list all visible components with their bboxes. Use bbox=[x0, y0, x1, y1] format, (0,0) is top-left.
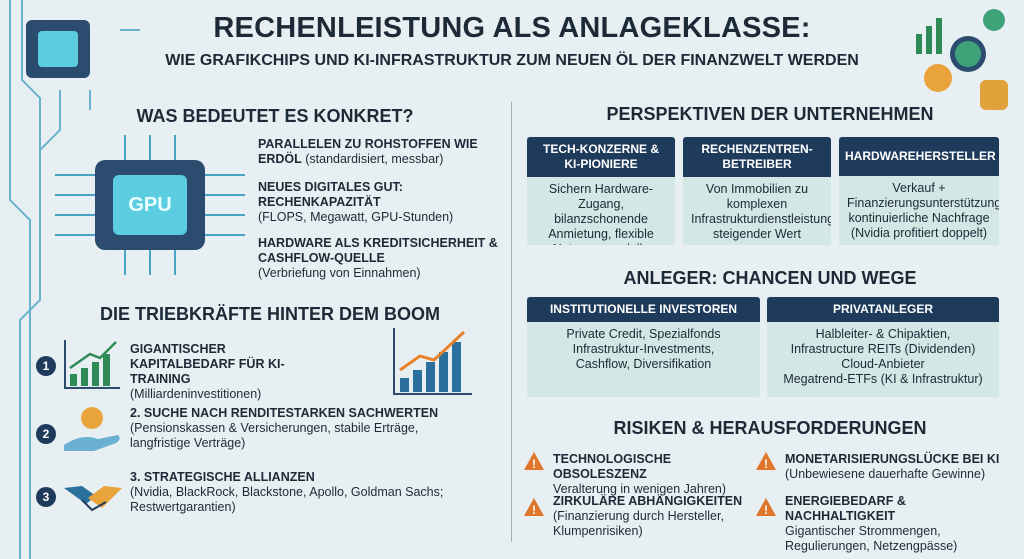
coin-hand-icon bbox=[64, 407, 120, 451]
item-title: 3. STRATEGISCHE ALLIANZEN bbox=[130, 470, 315, 484]
section-heading: WAS BEDEUTET ES KONKRET? bbox=[136, 106, 414, 126]
card-body: Verkauf + Finanzierungsunterstützung, ko… bbox=[847, 181, 999, 240]
card-line: Private Credit, Spezialfonds bbox=[566, 327, 721, 341]
item-title: NEUES DIGITALES GUT: RECHENKAPAZITÄT bbox=[258, 180, 403, 209]
svg-text:!: ! bbox=[532, 457, 536, 471]
item-title: ENERGIEBEDARF & NACHHALTIGKEIT bbox=[785, 494, 906, 523]
section-heading: DIE TRIEBKRÄFTE HINTER DEM BOOM bbox=[100, 304, 440, 324]
item-number: 2 bbox=[36, 424, 56, 444]
item-title: TECHNOLOGISCHE OBSOLESZENZ bbox=[553, 452, 672, 481]
item-detail: (standardisiert, messbar) bbox=[305, 152, 444, 166]
svg-text:!: ! bbox=[764, 457, 768, 471]
item-number: 1 bbox=[36, 356, 56, 376]
subtitle: WIE GRAFIKCHIPS UND KI-INFRASTRUKTUR ZUM… bbox=[165, 52, 859, 69]
money-decoration bbox=[916, 9, 1008, 110]
svg-text:!: ! bbox=[532, 503, 536, 517]
item-title: ZIRKULÄRE ABHÄNGIGKEITEN bbox=[553, 494, 743, 508]
card-line: Halbleiter- & Chipaktien, bbox=[815, 327, 951, 341]
circuit-decoration bbox=[9, 0, 140, 559]
item-title: MONETARISIERUNGSLÜCKE BEI KI bbox=[785, 452, 1000, 466]
risk-item: MONETARISIERUNGSLÜCKE BEI KI (Unbewiesen… bbox=[785, 452, 1000, 482]
chart-icon bbox=[64, 340, 120, 389]
item-detail: (Verbriefung von Einnahmen) bbox=[258, 266, 421, 280]
item-detail: Veralterung in wenigen Jahren) bbox=[553, 482, 727, 496]
risk-item: TECHNOLOGISCHE OBSOLESZENZ Veralterung i… bbox=[553, 452, 753, 497]
driver-item: 2. SUCHE NACH RENDITESTARKEN SACHWERTEN … bbox=[130, 406, 460, 451]
section-heading: RISIKEN & HERAUSFORDERUNGEN bbox=[613, 418, 927, 438]
item-title: 2. SUCHE NACH RENDITESTARKEN SACHWERTEN bbox=[130, 406, 439, 420]
card-line: Megatrend-ETFs (KI & Infrastruktur) bbox=[783, 372, 983, 386]
section-heading: PERSPEKTIVEN DER UNTERNEHMEN bbox=[606, 104, 934, 124]
definition-item: NEUES DIGITALES GUT: RECHENKAPAZITÄT (FL… bbox=[258, 180, 493, 225]
card-title: RECHENZENTREN-BETREIBER bbox=[683, 137, 831, 177]
item-number: 3 bbox=[36, 487, 56, 507]
item-detail: (Milliardeninvestitionen) bbox=[130, 387, 262, 401]
definition-item: PARALLELEN ZU ROHSTOFFEN WIE ERDÖL (stan… bbox=[258, 137, 493, 167]
investor-card: PRIVATANLEGER Halbleiter- & Chipaktien, … bbox=[767, 297, 999, 397]
company-card: TECH-KONZERNE & KI-PIONIERE Sichern Hard… bbox=[527, 137, 675, 245]
handshake-icon bbox=[64, 486, 122, 512]
card-line: Cloud-Anbieter bbox=[841, 357, 925, 371]
item-detail: Gigantischer Strommengen, Regulierungen,… bbox=[785, 524, 958, 553]
item-detail: (Unbewiesene dauerhafte Gewinne) bbox=[785, 467, 986, 481]
growth-chart-icon bbox=[393, 328, 472, 395]
item-title: PARALLELEN ZU ROHSTOFFEN WIE ERDÖL bbox=[258, 137, 478, 166]
item-detail: (Nvidia, BlackRock, Blackstone, Apollo, … bbox=[130, 485, 444, 514]
driver-item: GIGANTISCHER KAPITALBEDARF FÜR KI-TRAINI… bbox=[130, 342, 300, 402]
driver-item: 3. STRATEGISCHE ALLIANZEN (Nvidia, Black… bbox=[130, 470, 490, 515]
investor-card: INSTITUTIONELLE INVESTOREN Private Credi… bbox=[527, 297, 760, 397]
card-line: Cashflow, Diversifikation bbox=[575, 357, 712, 371]
card-title: HARDWAREHERSTELLER bbox=[839, 137, 999, 176]
card-title: TECH-KONZERNE & KI-PIONIERE bbox=[527, 137, 675, 177]
title: RECHENLEISTUNG ALS ANLAGEKLASSE: bbox=[213, 12, 811, 44]
item-title: GIGANTISCHER KAPITALBEDARF FÜR KI-TRAINI… bbox=[130, 342, 285, 386]
definition-item: HARDWARE ALS KREDITSICHERHEIT & CASHFLOW… bbox=[258, 236, 498, 281]
card-body: Halbleiter- & Chipaktien, Infrastructure… bbox=[767, 322, 999, 392]
company-card: RECHENZENTREN-BETREIBER Von Immobilien z… bbox=[683, 137, 831, 245]
card-body: Sichern Hardware-Zugang, bilanzschonende… bbox=[548, 182, 654, 245]
chip-label: GPU bbox=[128, 194, 171, 216]
card-body: Private Credit, Spezialfonds Infrastrukt… bbox=[527, 322, 760, 377]
item-title: HARDWARE ALS KREDITSICHERHEIT & CASHFLOW… bbox=[258, 236, 498, 265]
card-line: Infrastructure REITs (Dividenden) bbox=[790, 342, 976, 356]
card-body: Von Immobilien zu komplexen Infrastruktu… bbox=[691, 182, 831, 241]
item-detail: (Finanzierung durch Hersteller, Klumpenr… bbox=[553, 509, 724, 538]
warning-icons: !!!! bbox=[524, 452, 776, 517]
section-heading: ANLEGER: CHANCEN UND WEGE bbox=[623, 268, 917, 288]
card-title: INSTITUTIONELLE INVESTOREN bbox=[527, 297, 760, 322]
item-detail: (Pensionskassen & Versicherungen, stabil… bbox=[130, 421, 419, 450]
card-title: PRIVATANLEGER bbox=[767, 297, 999, 322]
company-card: HARDWAREHERSTELLER Verkauf + Finanzierun… bbox=[839, 137, 999, 245]
risk-item: ZIRKULÄRE ABHÄNGIGKEITEN (Finanzierung d… bbox=[553, 494, 743, 539]
item-detail: (FLOPS, Megawatt, GPU-Stunden) bbox=[258, 210, 454, 224]
divider bbox=[511, 102, 512, 542]
card-line: Infrastruktur-Investments, bbox=[572, 342, 715, 356]
svg-text:!: ! bbox=[764, 503, 768, 517]
gpu-illustration: GPU bbox=[55, 135, 245, 275]
risk-item: ENERGIEBEDARF & NACHHALTIGKEIT Gigantisc… bbox=[785, 494, 1000, 554]
